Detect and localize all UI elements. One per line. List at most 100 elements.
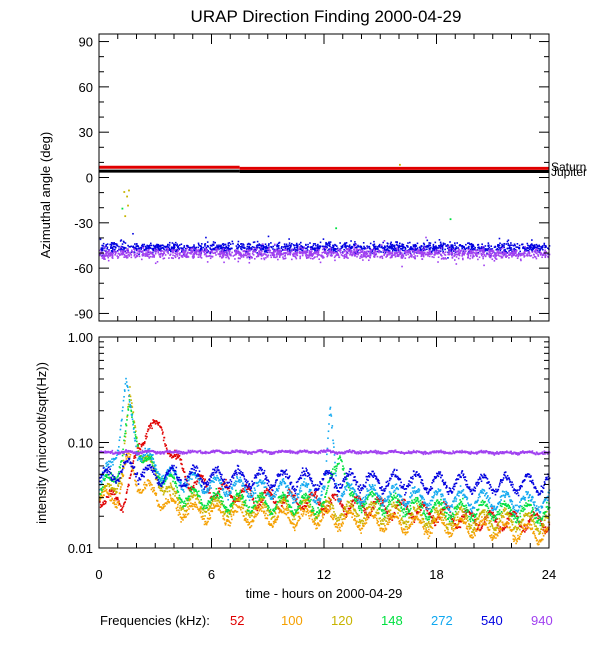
bottom-point-100 bbox=[443, 524, 446, 527]
bottom-point-120 bbox=[181, 508, 183, 511]
bottom-point-52 bbox=[270, 494, 272, 496]
top-point-940 bbox=[363, 250, 366, 253]
top-point-940 bbox=[256, 248, 258, 251]
top-point-540 bbox=[441, 247, 444, 249]
bottom-point-100 bbox=[441, 516, 444, 519]
bottom-point-100 bbox=[112, 502, 114, 504]
bottom-point-100 bbox=[251, 520, 253, 523]
bottom-point-120 bbox=[122, 467, 124, 470]
bottom-point-52 bbox=[479, 529, 481, 532]
top-point-940 bbox=[308, 256, 310, 259]
top-point-940 bbox=[341, 254, 344, 257]
bottom-point-52 bbox=[194, 481, 197, 484]
top-point-940 bbox=[488, 255, 491, 258]
top-point-540 bbox=[487, 245, 490, 248]
top-point-940 bbox=[276, 250, 279, 253]
top-point-540 bbox=[296, 245, 299, 248]
bottom-point-120 bbox=[109, 488, 112, 491]
top-point-940 bbox=[167, 249, 169, 252]
bottom-point-100 bbox=[447, 531, 449, 533]
bottom-point-100 bbox=[502, 524, 505, 527]
bottom-point-52 bbox=[310, 492, 312, 494]
bottom-point-100 bbox=[497, 532, 500, 534]
top-outlier-120 bbox=[124, 215, 127, 218]
top-point-540 bbox=[197, 242, 200, 245]
top-point-940 bbox=[284, 252, 287, 255]
bottom-point-100 bbox=[199, 511, 202, 514]
top-point-540 bbox=[178, 244, 181, 246]
top-point-940 bbox=[153, 248, 156, 251]
bottom-point-52 bbox=[116, 496, 119, 499]
top-point-940 bbox=[107, 256, 110, 259]
bottom-point-120 bbox=[178, 501, 181, 503]
top-point-540 bbox=[458, 244, 461, 247]
top-point-540 bbox=[258, 243, 261, 245]
bottom-point-100 bbox=[527, 522, 529, 525]
top-point-940 bbox=[126, 257, 128, 259]
bottom-point-120 bbox=[133, 420, 135, 422]
bottom-point-52 bbox=[341, 503, 343, 506]
top-point-940 bbox=[316, 255, 318, 258]
top-point-940 bbox=[305, 253, 307, 255]
top-point-940 bbox=[151, 251, 153, 254]
bottom-point-100 bbox=[503, 525, 506, 527]
top-point-540 bbox=[356, 246, 358, 248]
top-point-940 bbox=[444, 257, 446, 259]
bottom-point-100 bbox=[193, 505, 195, 507]
top-point-940 bbox=[355, 248, 358, 250]
top-point-540 bbox=[276, 245, 278, 248]
bottom-point-120 bbox=[224, 512, 226, 514]
bottom-point-120 bbox=[227, 512, 229, 514]
bottom-point-52 bbox=[161, 429, 163, 431]
top-point-940 bbox=[467, 254, 470, 257]
bottom-point-52 bbox=[344, 513, 346, 515]
bottom-point-52 bbox=[311, 491, 313, 494]
top-point-940 bbox=[375, 253, 377, 256]
top-point-540 bbox=[515, 246, 518, 248]
top-point-540 bbox=[539, 248, 542, 250]
bottom-point-100 bbox=[388, 521, 391, 523]
bottom-point-120 bbox=[186, 502, 189, 505]
bottom-point-52 bbox=[393, 511, 396, 514]
bottom-point-100 bbox=[413, 517, 415, 520]
bottom-point-100 bbox=[363, 524, 365, 527]
top-point-540 bbox=[341, 251, 344, 253]
bottom-point-100 bbox=[315, 524, 318, 527]
top-point-540 bbox=[262, 244, 265, 247]
bottom-point-100 bbox=[136, 490, 139, 493]
bottom-point-52 bbox=[173, 453, 176, 456]
top-point-940 bbox=[270, 252, 273, 254]
bottom-point-52 bbox=[445, 503, 447, 506]
top-point-940 bbox=[442, 251, 444, 254]
bottom-point-100 bbox=[137, 489, 139, 492]
top-point-540 bbox=[319, 241, 322, 244]
top-point-540 bbox=[395, 241, 397, 243]
top-point-540 bbox=[112, 248, 114, 251]
bottom-point-100 bbox=[324, 509, 326, 511]
bottom-point-100 bbox=[317, 522, 319, 524]
top-point-940 bbox=[413, 257, 416, 259]
bottom-point-52 bbox=[365, 511, 367, 514]
bottom-point-100 bbox=[465, 527, 468, 530]
top-point-940 bbox=[184, 251, 187, 253]
bottom-point-52 bbox=[325, 510, 328, 513]
top-point-940 bbox=[520, 259, 522, 262]
bottom-point-100 bbox=[180, 521, 182, 523]
top-point-940 bbox=[284, 255, 286, 257]
bottom-point-52 bbox=[502, 527, 505, 530]
top-outlier-148 bbox=[121, 207, 124, 210]
top-point-940 bbox=[123, 253, 126, 256]
top-point-940 bbox=[271, 253, 274, 255]
bottom-point-100 bbox=[115, 506, 118, 508]
bottom-point-52 bbox=[488, 511, 491, 513]
top-point-940 bbox=[339, 249, 342, 251]
top-point-540 bbox=[335, 245, 338, 247]
bottom-point-100 bbox=[201, 515, 203, 518]
top-point-940 bbox=[378, 251, 380, 254]
top-point-940 bbox=[476, 251, 478, 254]
top-point-940 bbox=[134, 253, 136, 256]
top-point-940 bbox=[125, 249, 127, 252]
top-point-540 bbox=[159, 245, 162, 248]
top-point-540 bbox=[285, 243, 288, 246]
